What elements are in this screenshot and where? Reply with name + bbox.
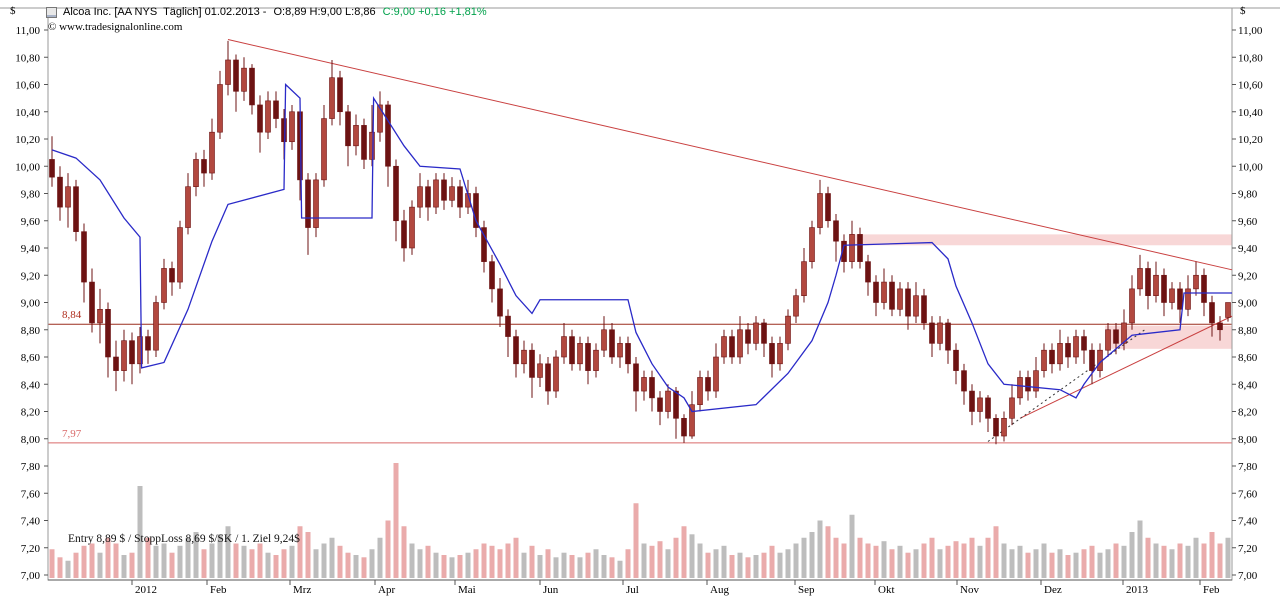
trendlines-layer xyxy=(227,39,1233,442)
svg-text:7,80: 7,80 xyxy=(1238,461,1258,473)
svg-text:7,20: 7,20 xyxy=(21,543,41,555)
svg-text:Mai: Mai xyxy=(458,584,476,596)
svg-text:8,40: 8,40 xyxy=(1238,379,1258,391)
trailing-stop-line xyxy=(51,83,1232,413)
svg-text:7,20: 7,20 xyxy=(1238,543,1258,555)
svg-text:9,00: 9,00 xyxy=(1238,298,1258,310)
svg-text:Apr: Apr xyxy=(378,584,395,596)
svg-text:Mrz: Mrz xyxy=(293,584,311,596)
svg-text:10,80: 10,80 xyxy=(15,52,40,64)
svg-text:9,60: 9,60 xyxy=(1238,216,1258,228)
svg-text:9,20: 9,20 xyxy=(21,270,41,282)
svg-text:2012: 2012 xyxy=(135,584,157,596)
svg-text:9,40: 9,40 xyxy=(1238,243,1258,255)
svg-text:9,40: 9,40 xyxy=(21,243,41,255)
svg-text:7,60: 7,60 xyxy=(1238,488,1258,500)
svg-text:10,40: 10,40 xyxy=(1238,107,1263,119)
svg-text:Jun: Jun xyxy=(543,584,559,596)
svg-text:7,60: 7,60 xyxy=(21,488,41,500)
svg-text:7,80: 7,80 xyxy=(21,461,41,473)
svg-text:10,80: 10,80 xyxy=(1238,52,1263,64)
svg-text:8,60: 8,60 xyxy=(21,352,41,364)
svg-text:7,00: 7,00 xyxy=(1238,570,1258,582)
svg-text:10,60: 10,60 xyxy=(1238,80,1263,92)
svg-text:8,80: 8,80 xyxy=(1238,325,1258,337)
svg-text:8,60: 8,60 xyxy=(1238,352,1258,364)
svg-text:10,60: 10,60 xyxy=(15,80,40,92)
svg-text:9,60: 9,60 xyxy=(21,216,41,228)
svg-text:9,80: 9,80 xyxy=(1238,189,1258,201)
svg-text:9,80: 9,80 xyxy=(21,189,41,201)
svg-text:Nov: Nov xyxy=(960,584,979,596)
svg-text:2013: 2013 xyxy=(1126,584,1149,596)
svg-text:8,00: 8,00 xyxy=(1238,434,1258,446)
svg-text:10,20: 10,20 xyxy=(1238,134,1263,146)
svg-text:10,00: 10,00 xyxy=(15,161,40,173)
svg-text:10,20: 10,20 xyxy=(15,134,40,146)
svg-text:Okt: Okt xyxy=(878,584,895,596)
svg-text:8,00: 8,00 xyxy=(21,434,41,446)
svg-text:Feb: Feb xyxy=(1203,584,1220,596)
svg-text:7,40: 7,40 xyxy=(1238,516,1258,528)
svg-text:11,00: 11,00 xyxy=(1238,25,1263,37)
svg-text:10,00: 10,00 xyxy=(1238,161,1263,173)
indicator-layer xyxy=(51,83,1232,413)
svg-text:8,40: 8,40 xyxy=(21,379,41,391)
levels-layer xyxy=(48,323,1232,444)
x-axis-labels: 2012 Feb Mrz Apr Mai Jun Jul Aug Sep Okt Nov Dez 201… xyxy=(131,580,1220,596)
svg-text:8,20: 8,20 xyxy=(1238,407,1258,419)
svg-text:11,00: 11,00 xyxy=(16,25,41,37)
svg-text:9,00: 9,00 xyxy=(21,298,41,310)
svg-text:Sep: Sep xyxy=(798,584,815,596)
svg-text:7,00: 7,00 xyxy=(21,570,41,582)
svg-text:8,20: 8,20 xyxy=(21,407,41,419)
svg-text:9,20: 9,20 xyxy=(1238,270,1258,282)
svg-text:8,80: 8,80 xyxy=(21,325,41,337)
svg-text:Feb: Feb xyxy=(210,584,227,596)
svg-text:Jul: Jul xyxy=(626,584,639,596)
axis-frame xyxy=(0,7,1280,581)
svg-text:Aug: Aug xyxy=(710,584,729,596)
y-axis-labels: 11,00 11,00 10,80 10,80 10,60 10,60 10,40 10,40… xyxy=(15,25,1263,582)
svg-text:Dez: Dez xyxy=(1044,584,1062,596)
svg-text:7,40: 7,40 xyxy=(21,516,41,528)
svg-text:10,40: 10,40 xyxy=(15,107,40,119)
volume-layer xyxy=(49,463,1231,578)
